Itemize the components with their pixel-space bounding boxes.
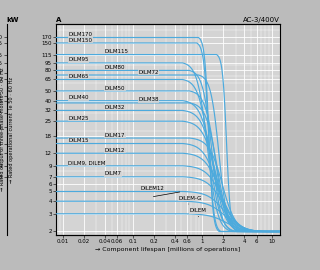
Text: DILM12: DILM12 [105,148,125,153]
Y-axis label: → Rated operational current  Ie 50 · 60 Hz: → Rated operational current Ie 50 · 60 H… [9,77,13,183]
Text: DILEM: DILEM [189,208,206,213]
Text: DILM9, DILEM: DILM9, DILEM [68,160,106,166]
Text: DILM7: DILM7 [105,171,122,176]
Text: DILM15: DILM15 [68,138,89,143]
Text: DILM38: DILM38 [138,97,158,103]
Text: DILM150: DILM150 [68,38,92,43]
Text: DILM25: DILM25 [68,116,89,121]
Text: DILM65: DILM65 [68,74,89,79]
Text: DILM72: DILM72 [138,70,158,75]
Text: A: A [56,17,61,23]
Text: DILEM12: DILEM12 [140,186,164,191]
Text: DILM40: DILM40 [68,95,89,100]
Text: DILM80: DILM80 [105,65,125,70]
Text: DILM32: DILM32 [105,105,125,110]
Text: DILEM-G: DILEM-G [178,196,202,201]
Text: DILM50: DILM50 [105,86,125,90]
Text: → Rated output of three-phase motors 50 · 60 Hz: → Rated output of three-phase motors 50 … [0,68,5,191]
Text: DILM115: DILM115 [105,49,129,54]
X-axis label: → Component lifespan [millions of operations]: → Component lifespan [millions of operat… [95,247,241,252]
Text: DILM170: DILM170 [68,32,92,37]
Text: DILM95: DILM95 [68,58,89,62]
Text: DILM17: DILM17 [105,133,125,138]
Text: kW: kW [7,17,19,23]
Text: AC-3/400V: AC-3/400V [243,17,280,23]
